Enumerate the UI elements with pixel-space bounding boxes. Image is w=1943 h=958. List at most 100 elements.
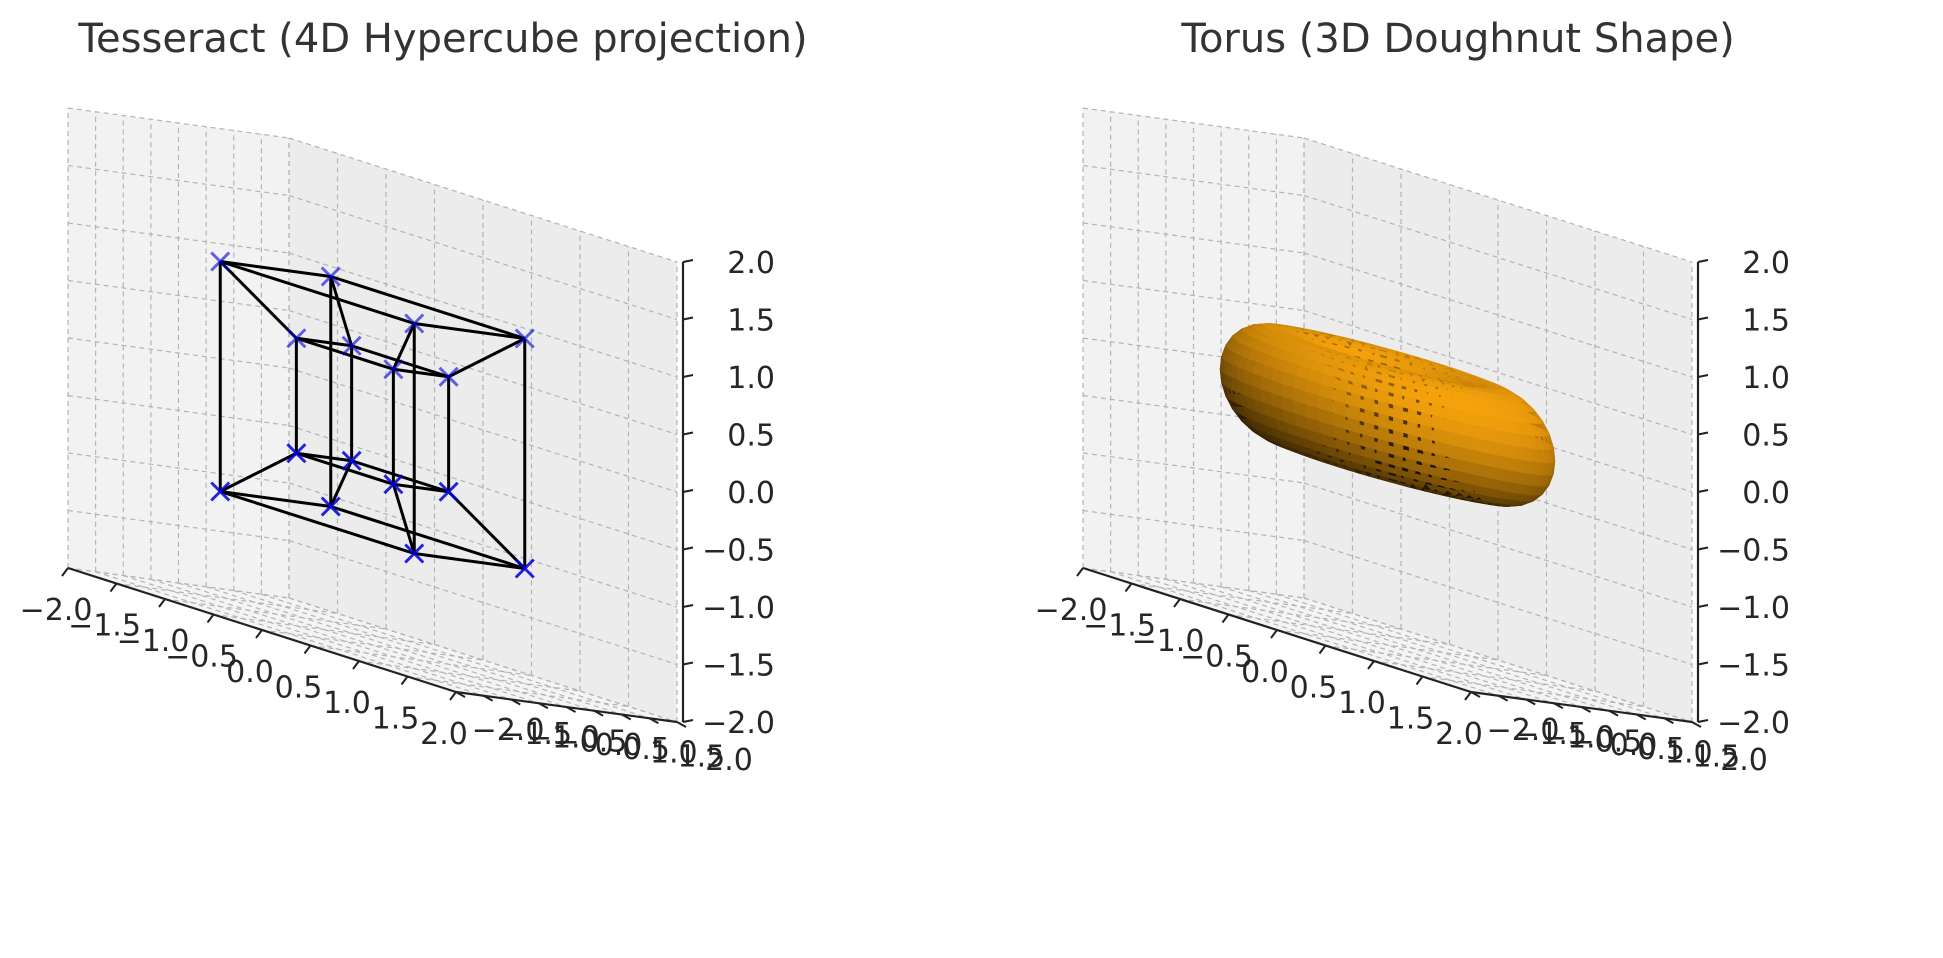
grid-line [261,629,484,661]
x-tick-mark [1415,675,1424,686]
x-tick-label: −1.0 [1132,624,1205,659]
y-tick-mark [1691,721,1702,728]
z-tick-label: −2.0 [1717,706,1790,741]
y-tick-label: −2.0 [1487,713,1560,748]
grid-line [1373,660,1596,692]
x-tick-label: −2.0 [20,593,93,628]
tesseract-vertex-marker [320,266,341,287]
x-tick-mark [109,582,118,593]
tesseract-vertex-marker [383,474,404,495]
torus-surface [1219,323,1556,507]
z-tick-mark [1697,489,1709,493]
grid-line [1228,613,1450,646]
x-tick-label: −0.5 [165,640,238,675]
tesseract-edge [219,260,298,340]
z-tick-label: 0.5 [727,419,775,454]
y-tick-mark [510,698,521,706]
y-tick-mark [648,717,659,725]
y-tick-mark [1498,694,1509,702]
grid-line [1276,629,1499,661]
z-tick-label: 0.0 [727,476,775,511]
chart-title: Tesseract (4D Hypercube projection) [77,16,807,62]
grid-line [1131,582,1353,615]
y-tick-label: 2.0 [1720,743,1768,778]
x-tick-mark [1367,660,1375,670]
grid-line [288,252,678,378]
x-tick-mark [1270,629,1278,639]
tesseract-edge [414,322,525,340]
x-tick-label: 0.5 [1290,671,1338,706]
tesseract-edge [329,276,354,347]
tesseract-vertex-marker [404,313,425,334]
grid-line [67,164,290,197]
tesseract-vertex-marker [438,366,459,387]
z-tick-label: 0.0 [1742,476,1790,511]
chart-title: Torus (3D Doughnut Shape) [1180,16,1734,62]
grid-line [288,137,678,263]
z-tick-label: 1.5 [1742,304,1790,339]
y-tick-mark [455,691,466,698]
z-tick-mark [1697,374,1709,378]
tesseract-edge [447,337,526,379]
grid-line [1422,675,1644,708]
torus-face [1505,456,1517,472]
grid-line [1303,194,1693,321]
grid-line [233,589,622,716]
torus-plot-panel: Torus (3D Doughnut Shape)−2.0−2.0 −2.0−1.… [1035,16,1790,778]
grid-line [1082,164,1305,197]
y-tick-label: −2.0 [472,713,545,748]
grid-line [123,574,512,701]
torus-face [1514,445,1526,461]
x-tick-mark [303,644,312,655]
grid-line [116,582,338,615]
z-tick-mark [682,604,694,608]
grid-line [205,586,595,712]
x-tick-label: 1.5 [372,702,420,737]
tesseract-vertex-marker [341,450,362,471]
grid-line [1248,589,1637,716]
grid-line [288,367,678,493]
x-tick-label: 1.0 [323,686,371,721]
x-tick-label: 2.0 [420,717,468,752]
x-tick-label: 1.0 [1338,686,1386,721]
grid-line [1165,578,1555,704]
z-tick-label: −1.5 [702,649,775,684]
y-tick-mark [483,694,494,702]
y-tick-mark [1608,709,1619,717]
grid-line [1082,337,1305,369]
y-tick-label: 1.0 [650,736,698,771]
tesseract-edge [330,505,526,570]
grid-line [1303,597,1693,723]
z-tick-label: 1.0 [727,361,775,396]
x-tick-mark [1124,582,1133,593]
grid-line [1220,586,1610,712]
y-tick-mark [1663,717,1674,725]
x-tick-label: 1.5 [1387,702,1435,737]
tesseract-vertex-marker [404,543,425,564]
tesseract-vertex-marker [438,481,459,502]
grid-line [310,644,532,677]
tesseract-plot-panel: Tesseract (4D Hypercube projection)−2.0−… [20,16,808,778]
tesseract-edge [219,490,415,555]
torus-face [1494,454,1507,470]
z-tick-label: −1.5 [1717,649,1790,684]
y-tick-mark [1636,713,1647,721]
z-tick-mark [682,259,694,263]
y-tick-label: 0.5 [1637,732,1685,767]
z-tick-mark [682,431,694,436]
tesseract-vertex-marker [341,335,362,356]
grid-line [288,482,678,608]
grid-line [1303,137,1693,263]
x-tick-mark [1318,644,1327,655]
x-tick-label: −0.5 [1180,640,1253,675]
z-tick-mark [682,316,694,321]
z-tick-mark [1697,431,1709,436]
z-tick-label: −0.5 [702,534,775,569]
torus-face [1514,458,1526,474]
z-tick-mark [682,719,694,723]
y-tick-mark [566,706,576,713]
x-tick-mark [1173,598,1181,608]
x-tick-label: −1.5 [68,609,141,644]
y-tick-label: 1.5 [1693,739,1741,774]
x-tick-mark [352,660,360,670]
